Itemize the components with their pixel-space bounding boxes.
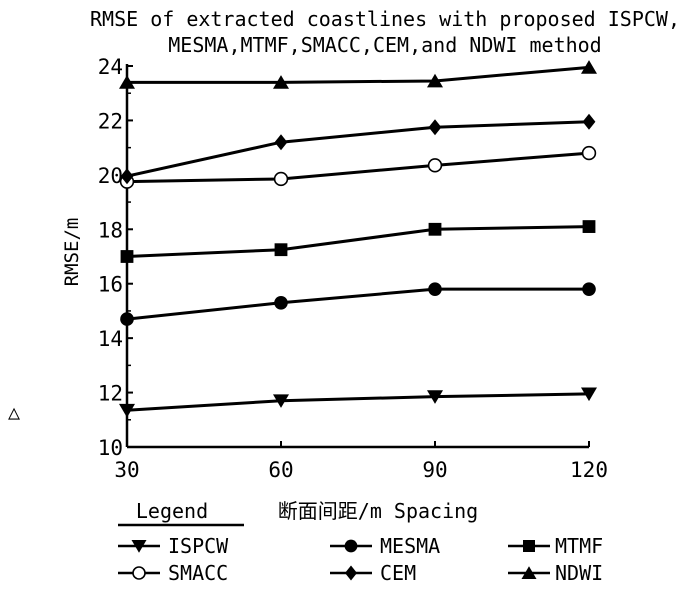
legend-label-mtmf: MTMF xyxy=(555,534,603,558)
legend-label-ndwi: NDWI xyxy=(555,561,603,585)
legend-marker-smacc xyxy=(132,566,146,580)
data-point-cem xyxy=(120,168,134,185)
series-line-cem xyxy=(126,120,590,178)
legend-marker-ndwi xyxy=(521,566,537,579)
legend-label-mesma: MESMA xyxy=(380,534,440,558)
y-tick-label: 24 xyxy=(98,55,123,79)
y-tick-label: 16 xyxy=(98,273,123,297)
x-tick-label: 120 xyxy=(570,458,608,482)
x-tick-label: 90 xyxy=(422,458,447,482)
y-tick-label: 22 xyxy=(98,109,123,133)
data-point-ispcw xyxy=(119,403,135,418)
y-axis-label: RMSE/m xyxy=(61,218,83,287)
data-point-ndwi xyxy=(581,60,597,74)
legend-marker-cem xyxy=(345,565,357,581)
legend-label-cem: CEM xyxy=(380,561,416,585)
x-axis-label: 断面间距/m Spacing xyxy=(278,499,478,523)
axes: 10 12 14 16 18 20 22 24 30 60 90 120 xyxy=(98,55,608,482)
data-point-mesma xyxy=(428,282,442,296)
series-line-mesma xyxy=(126,287,589,321)
legend-marker-ispcw xyxy=(131,540,147,553)
y-tick-label: 14 xyxy=(98,327,123,351)
data-point-smacc xyxy=(427,158,443,173)
data-point-ndwi xyxy=(273,75,289,89)
side-mark: △ xyxy=(8,400,20,424)
data-point-mesma xyxy=(120,312,134,326)
x-tick-label: 60 xyxy=(268,458,293,482)
legend-label-smacc: SMACC xyxy=(168,561,228,585)
data-point-cem xyxy=(582,113,596,130)
legend-marker-mtmf xyxy=(523,540,535,552)
data-point-mtmf xyxy=(428,222,442,236)
data-point-smacc xyxy=(581,145,597,161)
data-point-mtmf xyxy=(274,243,288,257)
series-line-ispcw xyxy=(126,392,590,412)
y-tick-label: 12 xyxy=(98,382,123,406)
series-line-mtmf xyxy=(126,225,590,258)
y-tick-label: 20 xyxy=(98,164,123,188)
series-line-smacc xyxy=(126,151,590,184)
legend-marker-mesma xyxy=(344,539,358,553)
data-point-ndwi xyxy=(427,73,443,88)
legend-title: Legend xyxy=(136,499,208,523)
x-tick-label: 30 xyxy=(114,458,139,482)
legend: ISPCW MESMA MTMF SMACC CEM NDWI xyxy=(118,534,603,585)
chart-title-line-1: RMSE of extracted coastlines with propos… xyxy=(90,7,680,31)
data-point-mtmf xyxy=(582,220,596,233)
data-point-ispcw xyxy=(581,387,597,402)
y-tick-label: 10 xyxy=(98,436,123,460)
data-point-ndwi xyxy=(119,75,135,89)
data-point-smacc xyxy=(273,171,289,187)
data-point-cem xyxy=(274,134,288,151)
series-line-ndwi xyxy=(127,65,590,84)
data-point-mesma xyxy=(274,295,288,310)
data-point-cem xyxy=(428,119,442,136)
data-point-mtmf xyxy=(120,250,134,263)
data-point-ispcw xyxy=(427,390,443,404)
y-tick-label: 18 xyxy=(98,218,123,242)
data-point-ispcw xyxy=(273,394,289,408)
legend-label-ispcw: ISPCW xyxy=(168,534,229,558)
series-group xyxy=(119,60,597,418)
chart-title-line-2: MESMA,MTMF,SMACC,CEM,and NDWI method xyxy=(168,33,601,57)
data-point-mesma xyxy=(582,282,596,296)
